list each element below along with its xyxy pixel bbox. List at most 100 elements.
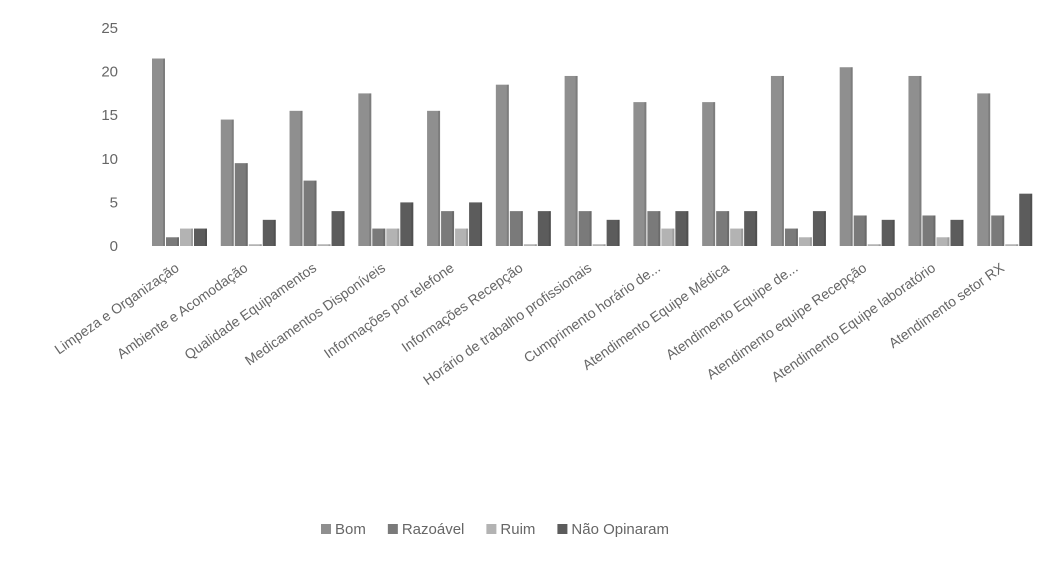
- bar-shade: [506, 84, 509, 247]
- bar-ruim-12: [1005, 244, 1019, 246]
- bar-n-o-opinaram-9: [812, 211, 826, 246]
- bar-shade: [575, 75, 578, 247]
- bar-shade: [397, 228, 400, 246]
- bar-shade: [231, 119, 234, 246]
- bar-shade: [892, 219, 895, 246]
- bar-razo-vel-2: [303, 180, 317, 246]
- bar-bom-7: [633, 102, 647, 247]
- bar-shade: [300, 110, 303, 246]
- y-tick-label: 0: [110, 238, 118, 255]
- bar-n-o-opinaram-0: [194, 228, 207, 246]
- bar-shade: [1002, 215, 1005, 246]
- bar-shade: [727, 211, 730, 246]
- bar-shade: [1016, 244, 1019, 246]
- bar-shade: [617, 219, 620, 246]
- y-tick-label: 15: [101, 107, 118, 124]
- bar-ruim-11: [936, 237, 950, 246]
- legend: Bom Razoável Ruim Não Opinaram: [321, 521, 669, 538]
- bar-shade: [369, 93, 372, 247]
- bar-shade: [342, 211, 345, 246]
- legend-label: Ruim: [500, 521, 535, 538]
- bar-razo-vel-4: [441, 211, 455, 246]
- bar-razo-vel-9: [784, 228, 798, 246]
- bar-shade: [961, 219, 964, 246]
- bar-ruim-4: [455, 228, 469, 246]
- bar-n-o-opinaram-6: [606, 219, 620, 246]
- bar-shade: [795, 228, 798, 246]
- x-category-label: Ambiente e Acomodação: [114, 259, 251, 362]
- y-tick-label: 20: [101, 64, 118, 81]
- x-category-label: Atendimento setor RX: [886, 259, 1008, 351]
- bar-shade: [658, 211, 661, 246]
- bar-bom-11: [908, 75, 922, 247]
- bar-razo-vel-11: [922, 215, 936, 246]
- bar-shade: [988, 93, 991, 247]
- bar-razo-vel-3: [372, 228, 386, 246]
- bar-shade: [947, 237, 950, 246]
- bar-shade: [741, 228, 744, 246]
- bar-shade: [314, 180, 317, 246]
- bar-n-o-opinaram-8: [744, 211, 758, 246]
- x-category-label: Informações Recepção: [398, 259, 525, 355]
- bar-n-o-opinaram-12: [1019, 193, 1033, 246]
- bar-n-o-opinaram-7: [675, 211, 689, 246]
- bar-shade: [878, 244, 881, 246]
- y-tick-label: 25: [101, 20, 118, 37]
- legend-swatch: [557, 524, 568, 534]
- bar-shade: [1030, 193, 1033, 246]
- legend-label: Não Opinaram: [571, 521, 669, 538]
- bar-shade: [411, 202, 414, 246]
- bar-shade: [480, 202, 483, 246]
- bar-bom-10: [839, 67, 853, 247]
- bar-razo-vel-12: [991, 215, 1005, 246]
- bar-ruim-3: [386, 228, 400, 246]
- bar-ruim-7: [661, 228, 675, 246]
- bar-ruim-8: [730, 228, 744, 246]
- x-category-label: Medicamentos Disponíveis: [242, 259, 388, 368]
- bar-shade: [781, 75, 784, 247]
- bar-razo-vel-10: [853, 215, 867, 246]
- bar-ruim-0: [180, 228, 193, 246]
- bar-n-o-opinaram-11: [950, 219, 964, 246]
- y-tick-label: 5: [110, 194, 118, 211]
- bar-shade: [548, 211, 551, 246]
- bar-bom-8: [702, 102, 716, 247]
- x-category-label: Limpeza e Organização: [51, 259, 181, 357]
- bar-bom-6: [564, 75, 578, 247]
- bar-ruim-9: [798, 237, 812, 246]
- bar-ruim-10: [867, 244, 881, 246]
- bar-shade: [933, 215, 936, 246]
- bar-shade: [328, 244, 331, 246]
- bar-razo-vel-1: [234, 163, 248, 246]
- bar-shade: [686, 211, 689, 246]
- legend-label: Bom: [335, 521, 366, 538]
- bar-n-o-opinaram-10: [881, 219, 895, 246]
- bar-shade: [672, 228, 675, 246]
- bar-shade: [177, 237, 179, 246]
- bar-n-o-opinaram-1: [262, 219, 276, 246]
- bar-n-o-opinaram-3: [400, 202, 414, 246]
- bar-bom-1: [220, 119, 234, 246]
- bar-shade: [191, 228, 193, 246]
- bar-shade: [755, 211, 758, 246]
- bar-razo-vel-7: [647, 211, 661, 246]
- bar-shade: [273, 219, 276, 246]
- bar-shade: [205, 228, 207, 246]
- bar-shade: [466, 228, 469, 246]
- bar-razo-vel-5: [509, 211, 523, 246]
- bar-bom-9: [770, 75, 784, 247]
- bar-shade: [245, 163, 248, 246]
- bar-bom-5: [495, 84, 509, 247]
- bar-bom-3: [358, 93, 372, 247]
- bars-group: [152, 58, 1033, 247]
- bar-bom-4: [427, 110, 441, 246]
- bar-ruim-6: [592, 244, 606, 246]
- bar-shade: [864, 215, 867, 246]
- bar-ruim-1: [248, 244, 262, 246]
- bar-shade: [163, 58, 165, 246]
- legend-label: Razoável: [402, 521, 465, 538]
- bar-shade: [383, 228, 386, 246]
- legend-swatch: [387, 524, 398, 534]
